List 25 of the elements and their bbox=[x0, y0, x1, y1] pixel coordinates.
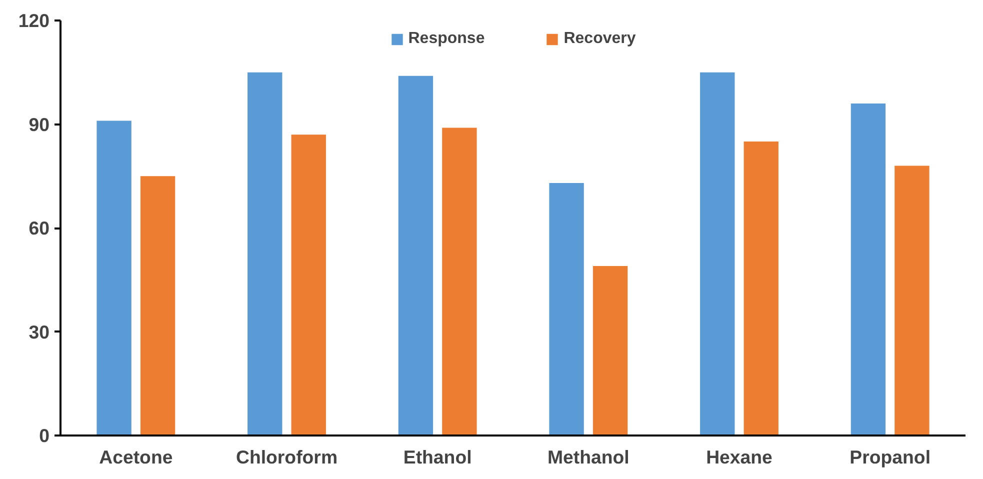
bar bbox=[592, 266, 628, 436]
y-tick-label: 60 bbox=[28, 218, 50, 238]
bar bbox=[140, 176, 176, 436]
x-tick-label: Propanol bbox=[850, 446, 931, 468]
y-tick-label: 0 bbox=[39, 425, 50, 446]
bar bbox=[850, 104, 886, 436]
bar bbox=[894, 166, 930, 436]
x-tick-label: Hexane bbox=[706, 446, 772, 468]
legend-label: Recovery bbox=[564, 30, 636, 48]
bar bbox=[398, 76, 434, 436]
legend-label: Response bbox=[408, 30, 485, 48]
x-tick-label: Chloroform bbox=[236, 446, 338, 468]
y-tick-label: 120 bbox=[18, 10, 50, 31]
bar bbox=[96, 120, 132, 436]
bar bbox=[248, 72, 282, 436]
bar bbox=[744, 142, 778, 436]
y-tick-label: 90 bbox=[28, 114, 50, 135]
y-tick-label: 30 bbox=[28, 321, 50, 342]
bar bbox=[549, 183, 584, 436]
bar bbox=[700, 72, 735, 436]
x-tick-label: Acetone bbox=[99, 446, 173, 468]
bar bbox=[291, 134, 326, 436]
x-tick-label: Methanol bbox=[547, 446, 630, 468]
x-tick-label: Ethanol bbox=[403, 446, 472, 468]
bar bbox=[442, 128, 477, 436]
